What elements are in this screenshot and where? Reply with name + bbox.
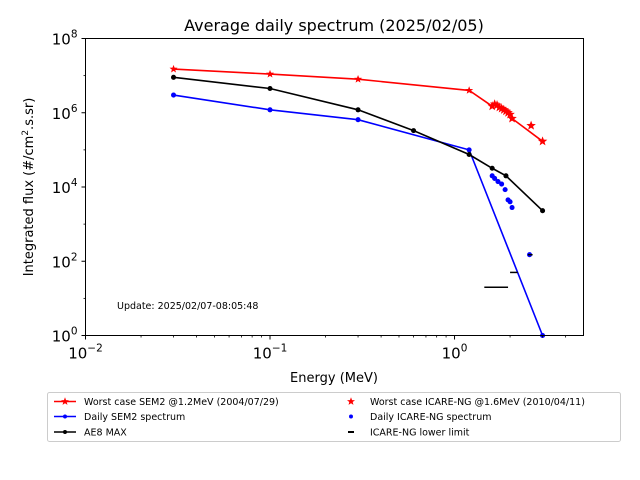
y-tick-exp: 4 (71, 177, 78, 189)
update-annotation: Update: 2025/02/07-08:05:48 (117, 301, 258, 312)
data-point (492, 175, 498, 181)
data-point (495, 179, 501, 185)
data-point (169, 64, 178, 73)
data-point (411, 128, 417, 134)
legend-label: Worst case ICARE-NG @1.6MeV (2010/04/11) (370, 397, 585, 408)
series-line (173, 76, 544, 212)
data-point (487, 101, 497, 111)
y-tick-exp: 6 (71, 103, 78, 115)
x-tick-exp: 0 (461, 343, 468, 355)
data-point (509, 204, 515, 211)
legend-label: Daily SEM2 spectrum (84, 412, 185, 423)
series-3 (487, 99, 548, 146)
data-point (499, 181, 505, 187)
x-axis-ticks: 10−2 10−1 100 (68, 335, 567, 363)
data-point (492, 100, 502, 110)
data-point (507, 113, 517, 123)
y-tick-label: 104 (52, 177, 78, 197)
data-point (266, 69, 275, 78)
data-point (537, 136, 548, 146)
legend-marker (61, 397, 69, 405)
data-point (494, 102, 505, 112)
legend-entry: Daily ICARE-NG spectrum (349, 412, 491, 423)
chart-title: Average daily spectrum (2025/02/05) (184, 16, 484, 35)
data-point (267, 107, 273, 113)
data-point (503, 107, 513, 117)
data-point (499, 104, 509, 114)
x-tick-label: 10−1 (253, 343, 288, 363)
data-point (540, 208, 546, 214)
data-point (503, 173, 509, 179)
y-tick-exp: 0 (71, 326, 78, 338)
legend-label: Worst case SEM2 @1.2MeV (2004/07/29) (84, 397, 279, 408)
x-tick-label: 100 (442, 343, 468, 363)
legend-items: Worst case SEM2 @1.2MeV (2004/07/29) Wors… (54, 397, 585, 439)
series-line (173, 94, 544, 336)
x-tick-label: 10−2 (68, 343, 103, 363)
legend-frame (47, 392, 621, 442)
data-point (171, 74, 177, 80)
y-tick-base: 10 (52, 253, 71, 271)
x-tick-exp: −2 (87, 343, 102, 355)
y-tick-label: 102 (52, 251, 78, 271)
series-4 (489, 173, 533, 258)
y-tick-exp: 2 (71, 251, 78, 263)
legend-marker (347, 397, 355, 405)
y-axis-label: Integrated flux (#/cm2.s.sr) (21, 98, 37, 277)
data-point (501, 106, 511, 116)
y-tick-base: 10 (52, 179, 71, 197)
x-tick-exp: −1 (272, 343, 287, 355)
series-5 (484, 253, 533, 288)
legend-entry: AE8 MAX (54, 428, 127, 439)
data-point (171, 92, 177, 98)
legend: Worst case SEM2 @1.2MeV (2004/07/29) Wors… (47, 392, 621, 442)
data-point (466, 147, 472, 153)
y-tick-base: 10 (52, 328, 71, 346)
data-point (355, 107, 361, 113)
plot-area (169, 64, 548, 339)
data-point (507, 199, 513, 205)
y-tick-label: 108 (52, 29, 78, 49)
data-point (267, 85, 273, 92)
y-axis-label-sup: 2 (21, 130, 31, 136)
x-tick-base: 10 (68, 345, 87, 363)
plot-frame (85, 38, 584, 336)
data-point (465, 86, 474, 94)
y-tick-label: 100 (52, 326, 78, 346)
x-tick-base: 10 (253, 345, 272, 363)
x-axis-label: Energy (MeV) (290, 371, 378, 386)
data-point (466, 151, 472, 158)
legend-label: Daily ICARE-NG spectrum (370, 412, 491, 423)
legend-entry: Worst case ICARE-NG @1.6MeV (2010/04/11) (347, 397, 585, 408)
legend-entry: Worst case SEM2 @1.2MeV (2004/07/29) (54, 397, 279, 408)
y-tick-base: 10 (52, 105, 71, 123)
y-tick-base: 10 (52, 31, 71, 49)
data-point (354, 75, 363, 83)
x-tick-base: 10 (442, 345, 461, 363)
legend-marker (63, 430, 67, 434)
y-tick-label: 106 (52, 103, 78, 123)
y-axis-label-tail: .s.sr) (22, 98, 37, 130)
y-axis-label-main: Integrated flux (#/cm (22, 136, 37, 277)
y-tick-exp: 8 (71, 29, 78, 41)
legend-label: ICARE-NG lower limit (370, 428, 470, 439)
legend-marker (349, 414, 353, 419)
data-point (505, 109, 515, 119)
data-point (502, 187, 508, 193)
data-point (496, 103, 507, 113)
data-point (526, 120, 536, 130)
legend-label: AE8 MAX (84, 428, 127, 439)
legend-marker (63, 414, 67, 419)
legend-entry: ICARE-NG lower limit (348, 428, 470, 439)
data-point (489, 165, 495, 171)
data-point (355, 117, 361, 123)
legend-entry: Daily SEM2 spectrum (54, 412, 185, 423)
series-2 (171, 74, 546, 214)
